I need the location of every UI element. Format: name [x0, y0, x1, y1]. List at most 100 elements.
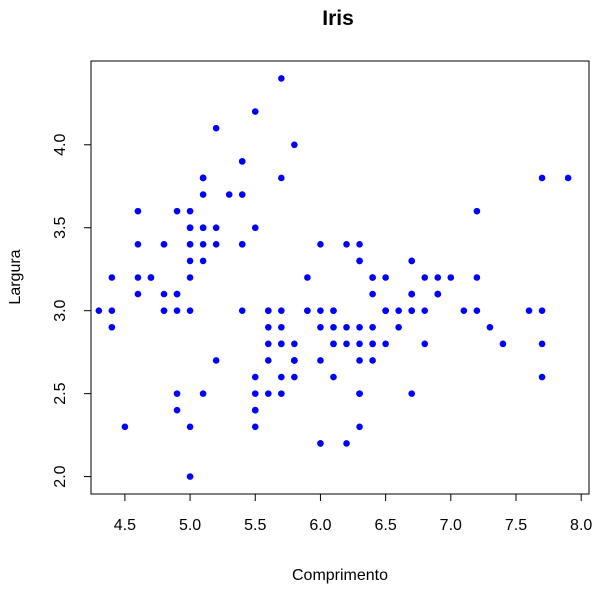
- data-point: [199, 191, 207, 198]
- data-point: [264, 357, 272, 364]
- data-point: [369, 274, 376, 281]
- data-point: [160, 241, 168, 248]
- data-point: [278, 340, 285, 348]
- x-tick-label: 7.5: [505, 517, 527, 534]
- data-point: [121, 423, 129, 431]
- data-point: [251, 224, 259, 232]
- data-point: [291, 141, 298, 149]
- data-point: [538, 174, 546, 182]
- data-point: [356, 340, 363, 348]
- x-tick-label: 8.0: [570, 517, 592, 534]
- data-point: [173, 406, 181, 414]
- data-point: [408, 307, 416, 314]
- y-tick-label: 4.0: [52, 134, 69, 156]
- data-point: [264, 390, 272, 397]
- data-point: [108, 323, 116, 331]
- y-axis-label: Largura: [7, 249, 24, 304]
- y-tick-label: 2.0: [52, 465, 69, 487]
- data-point: [199, 257, 207, 265]
- data-point: [186, 224, 194, 232]
- x-tick-label: 6.5: [375, 517, 397, 534]
- data-point: [382, 274, 389, 281]
- data-point: [251, 373, 259, 381]
- data-point: [186, 274, 194, 281]
- data-point: [238, 158, 246, 165]
- data-point: [473, 274, 481, 281]
- data-point: [395, 323, 402, 331]
- data-point: [160, 307, 168, 314]
- x-axis: 4.5 5.0 5.5 6.0 6.5 7.0 7.5 8.0: [114, 494, 592, 534]
- data-point: [317, 323, 324, 331]
- data-point: [251, 406, 259, 414]
- data-point: [317, 241, 324, 248]
- data-point: [134, 274, 142, 281]
- data-point: [395, 307, 402, 314]
- data-point: [291, 373, 298, 381]
- data-point: [330, 307, 337, 314]
- data-point: [369, 357, 376, 364]
- data-point: [434, 274, 442, 281]
- data-point: [95, 307, 103, 314]
- data-point: [199, 241, 207, 248]
- data-point: [186, 241, 194, 248]
- x-tick-label: 5.5: [244, 517, 266, 534]
- data-point: [525, 307, 533, 314]
- data-point: [486, 323, 494, 331]
- x-axis-label: Comprimento: [292, 567, 388, 584]
- data-point: [186, 207, 194, 215]
- data-point: [173, 207, 181, 215]
- data-point: [369, 290, 376, 298]
- data-point: [343, 340, 350, 348]
- data-point: [212, 357, 220, 364]
- x-tick-label: 6.0: [309, 517, 331, 534]
- data-point: [212, 241, 220, 248]
- y-tick-label: 2.5: [52, 382, 69, 404]
- data-point: [564, 174, 572, 182]
- data-point: [421, 340, 429, 348]
- x-tick-label: 4.5: [114, 517, 136, 534]
- data-point: [538, 373, 546, 381]
- data-point: [460, 307, 468, 314]
- data-point: [473, 207, 481, 215]
- data-point: [173, 390, 181, 397]
- data-point: [330, 323, 337, 331]
- data-point: [343, 241, 350, 248]
- data-point: [278, 323, 285, 331]
- data-point: [199, 390, 207, 397]
- data-point: [134, 241, 142, 248]
- data-point: [160, 290, 168, 298]
- data-point: [499, 340, 507, 348]
- data-point: [264, 307, 272, 314]
- data-point: [225, 191, 233, 198]
- data-point: [434, 290, 442, 298]
- data-point: [330, 373, 337, 381]
- data-point: [173, 307, 181, 314]
- data-point: [356, 323, 363, 331]
- y-axis: 2.0 2.5 3.0 3.5 4.0: [52, 134, 91, 488]
- data-point: [251, 390, 259, 397]
- data-point: [212, 124, 220, 132]
- data-point: [278, 390, 285, 397]
- data-point: [264, 323, 272, 331]
- data-point: [108, 307, 116, 314]
- data-point: [408, 257, 416, 265]
- data-point: [186, 257, 194, 265]
- data-point: [291, 357, 298, 364]
- data-point: [330, 340, 337, 348]
- data-point: [186, 307, 194, 314]
- data-point: [278, 307, 285, 314]
- data-point: [212, 224, 220, 232]
- data-point: [382, 340, 389, 348]
- data-point: [251, 423, 259, 431]
- data-point: [382, 307, 389, 314]
- chart-title: Iris: [322, 7, 354, 30]
- data-point: [199, 174, 207, 182]
- data-point: [343, 440, 350, 447]
- y-tick-label: 3.5: [52, 217, 69, 239]
- data-point: [238, 241, 246, 248]
- data-point: [108, 274, 116, 281]
- data-point: [356, 257, 363, 265]
- data-point: [421, 274, 429, 281]
- data-point: [199, 224, 207, 232]
- data-point: [304, 274, 311, 281]
